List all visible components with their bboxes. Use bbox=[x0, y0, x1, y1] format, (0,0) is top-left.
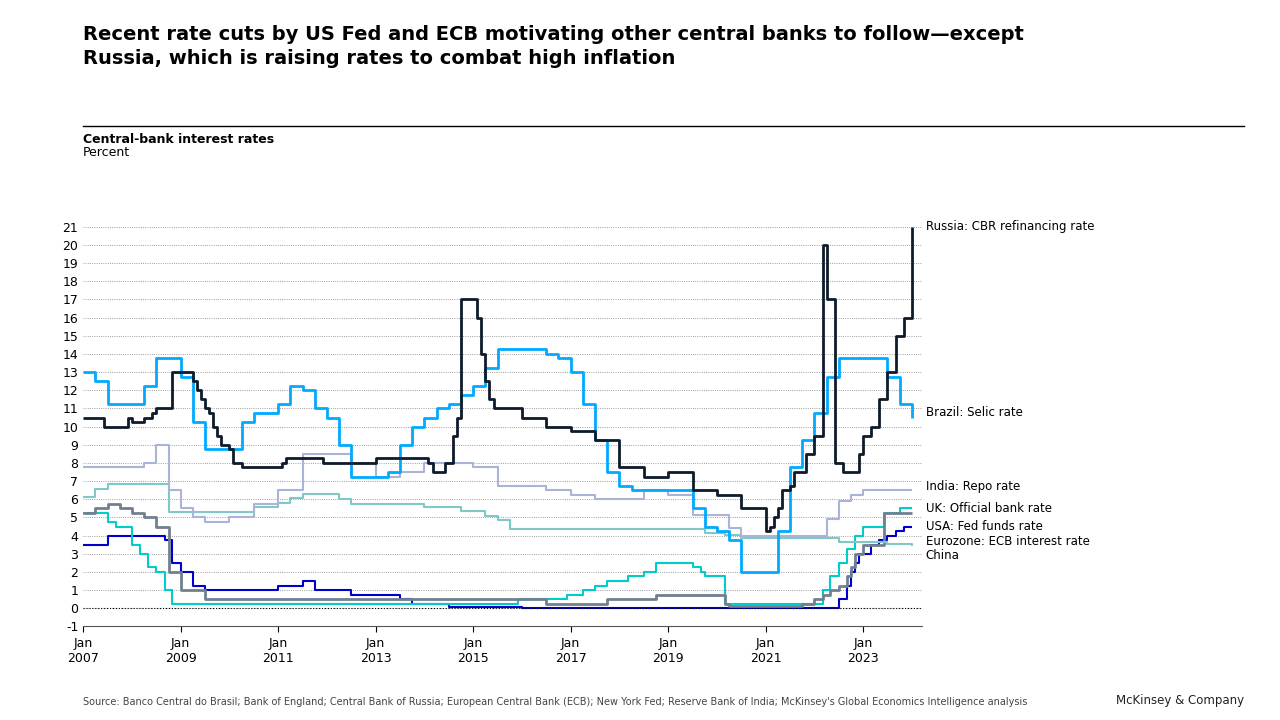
Text: Central-bank interest rates: Central-bank interest rates bbox=[83, 133, 274, 146]
Text: Recent rate cuts by US Fed and ECB motivating other central banks to follow—exce: Recent rate cuts by US Fed and ECB motiv… bbox=[83, 25, 1024, 68]
Text: China: China bbox=[925, 549, 960, 562]
Text: India: Repo rate: India: Repo rate bbox=[925, 480, 1020, 493]
Text: Russia: CBR refinancing rate: Russia: CBR refinancing rate bbox=[925, 220, 1094, 233]
Text: USA: Fed funds rate: USA: Fed funds rate bbox=[925, 520, 1043, 533]
Text: Brazil: Selic rate: Brazil: Selic rate bbox=[925, 405, 1023, 418]
Text: UK: Official bank rate: UK: Official bank rate bbox=[925, 502, 1052, 515]
Text: Eurozone: ECB interest rate: Eurozone: ECB interest rate bbox=[925, 534, 1089, 547]
Text: McKinsey & Company: McKinsey & Company bbox=[1116, 694, 1244, 707]
Text: Source: Banco Central do Brasil; Bank of England; Central Bank of Russia; Europe: Source: Banco Central do Brasil; Bank of… bbox=[83, 697, 1028, 707]
Text: Percent: Percent bbox=[83, 146, 131, 159]
